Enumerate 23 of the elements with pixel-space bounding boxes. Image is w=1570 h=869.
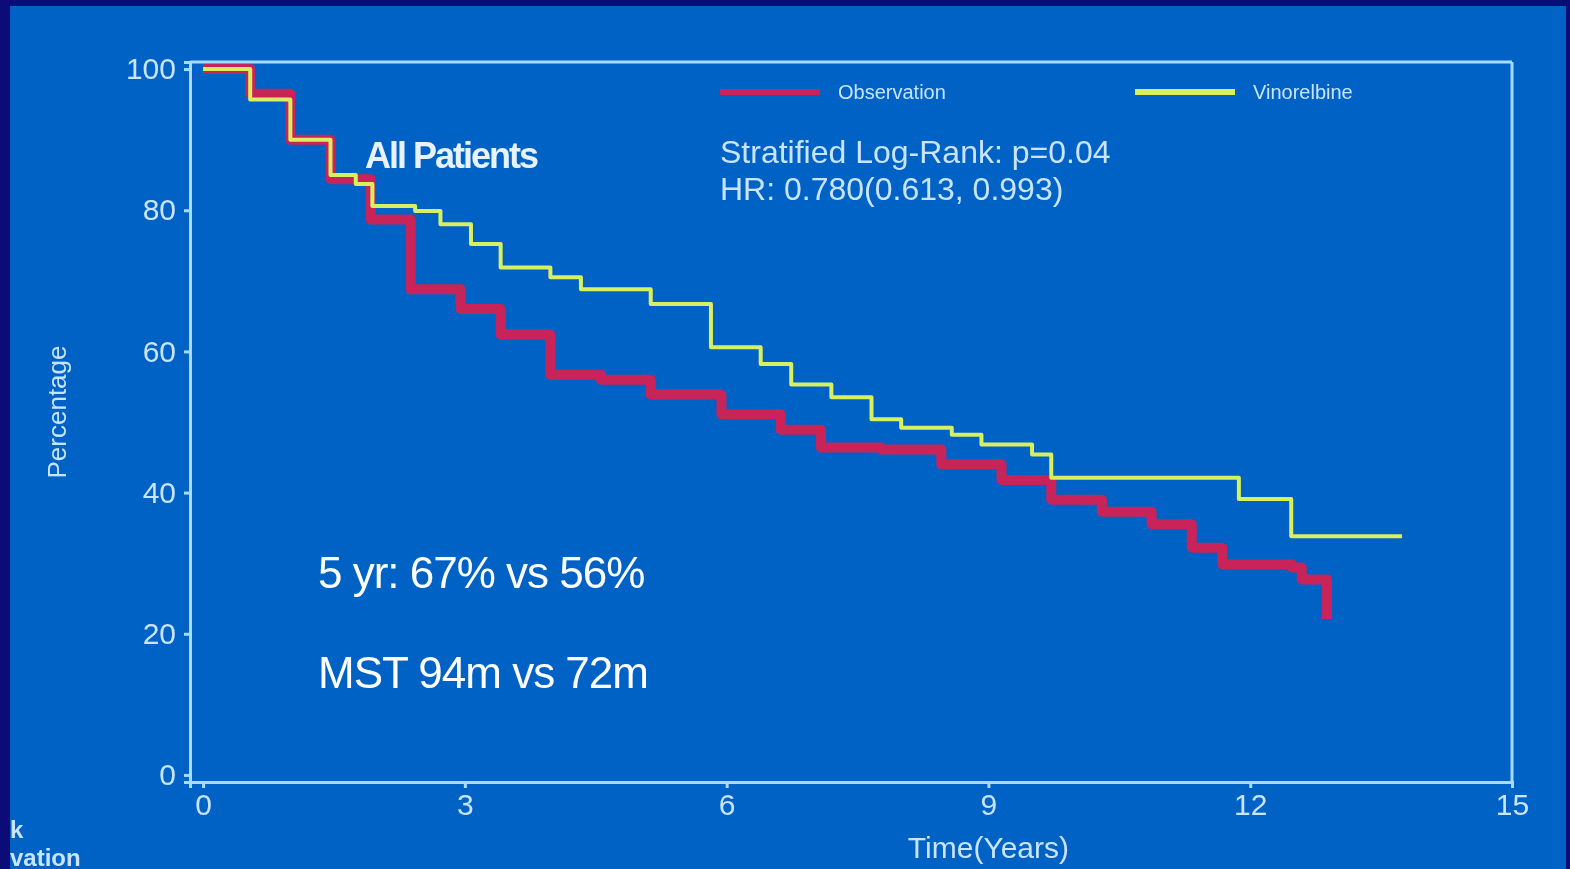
legend-label: Observation bbox=[838, 81, 946, 103]
x-tick-label: 12 bbox=[1234, 788, 1268, 822]
annotation: All Patients bbox=[365, 135, 539, 176]
annotation: Stratified Log-Rank: p=0.04 bbox=[720, 134, 1111, 170]
text: k bbox=[10, 816, 24, 843]
y-tick-label: 100 bbox=[125, 52, 176, 86]
x-axis-title: Time(Years) bbox=[907, 831, 1070, 864]
y-tick-label: 20 bbox=[142, 616, 176, 650]
y-tick-label: 60 bbox=[142, 334, 176, 368]
y-tick-label: 40 bbox=[142, 475, 176, 509]
text: vation bbox=[10, 844, 81, 869]
x-tick-label: 3 bbox=[457, 788, 474, 822]
y-tick-label: 80 bbox=[142, 193, 176, 227]
x-tick-label: 6 bbox=[718, 788, 736, 822]
annotation: MST 94m vs 72m bbox=[318, 648, 648, 697]
y-tick-label: 0 bbox=[159, 758, 176, 792]
x-tick-label: 15 bbox=[1495, 788, 1530, 822]
y-axis-title: Percentage bbox=[42, 345, 72, 479]
x-tick-label: 0 bbox=[195, 788, 212, 822]
annotation: 5 yr: 67% vs 56% bbox=[318, 548, 645, 597]
legend-label: Vinorelbine bbox=[1253, 81, 1353, 103]
x-tick-label: 9 bbox=[980, 788, 998, 822]
annotation: HR: 0.780(0.613, 0.993) bbox=[720, 171, 1064, 207]
